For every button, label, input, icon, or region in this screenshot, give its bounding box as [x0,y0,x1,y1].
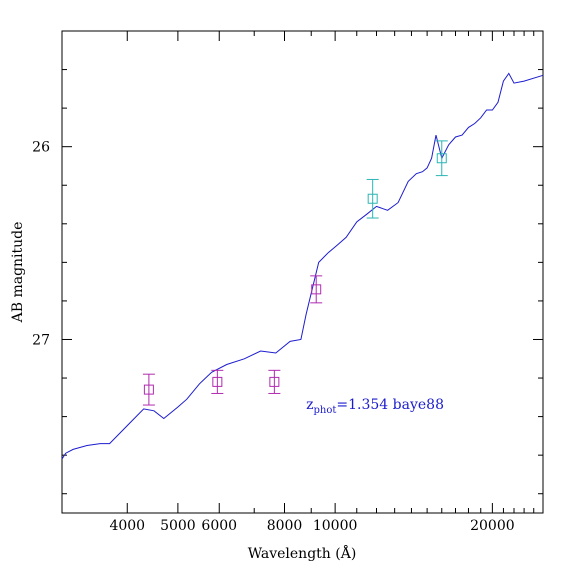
x-tick-label: 6000 [201,518,237,534]
point-marker [269,376,280,387]
point-marker [436,153,447,164]
photometry-point [310,275,323,304]
point-marker [311,284,322,295]
x-tick-label: 5000 [160,518,196,534]
y-tick-label: 27 [32,332,50,348]
y-axis-label: AB magnitude [10,222,26,324]
point-marker [143,384,154,395]
photometry-point [435,140,448,177]
x-axis-label: Wavelength (Å) [248,544,357,562]
plot-frame [61,30,544,514]
x-tick-label: 20000 [470,518,515,534]
x-tick-label: 4000 [109,518,145,534]
annotation-rest: =1.354 baye88 [336,397,444,413]
annotation-main: z [306,397,313,413]
photometry-point [211,369,224,394]
photometry-point [366,178,379,219]
x-tick-label: 10000 [313,518,358,534]
template-spectrum-line [61,72,544,460]
photometry-point [268,369,281,394]
y-tick-label: 26 [32,140,50,156]
photoz-annotation: zphot=1.354 baye88 [306,397,444,416]
point-marker [367,193,378,204]
x-tick-label: 8000 [267,518,303,534]
photometry-point [142,373,155,406]
point-marker [212,376,223,387]
axis-tick-labels: 4000 5000 6000 8000 10000 20000 26 27 [32,140,514,534]
annotation-sub: phot [314,405,337,416]
series-layer [61,72,544,460]
axis-ticks [61,31,544,513]
